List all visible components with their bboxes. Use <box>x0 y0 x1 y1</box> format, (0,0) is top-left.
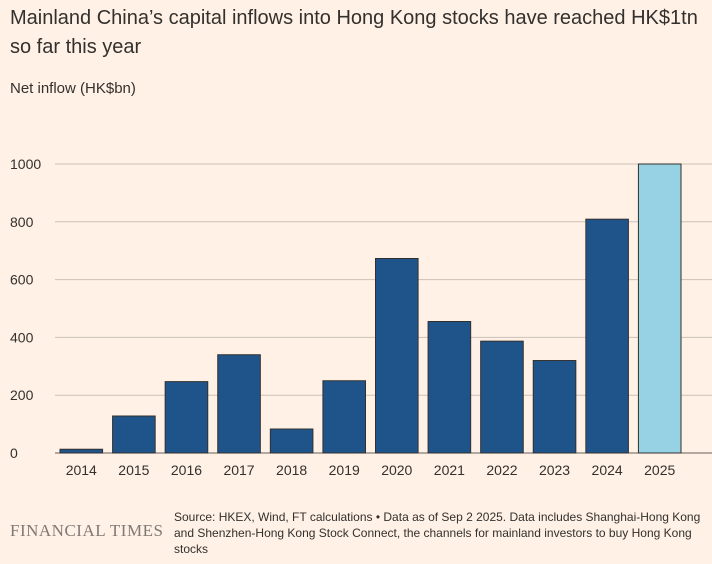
x-tick-label: 2024 <box>592 462 623 478</box>
x-tick-label: 2017 <box>223 462 254 478</box>
x-tick-label: 2025 <box>644 462 675 478</box>
x-tick-label: 2015 <box>118 462 149 478</box>
bar-2022 <box>480 340 524 454</box>
x-tick-label: 2019 <box>329 462 360 478</box>
y-tick-label: 200 <box>10 387 34 403</box>
bar-2020 <box>374 258 419 454</box>
y-tick-label: 800 <box>10 214 34 230</box>
bar-2025 <box>637 163 682 454</box>
bar-2014 <box>59 448 104 454</box>
x-tick-label: 2020 <box>381 462 412 478</box>
x-tick-label: 2014 <box>66 462 97 478</box>
x-tick-label: 2016 <box>171 462 202 478</box>
brand-logo: FINANCIAL TIMES <box>10 521 164 540</box>
y-tick-label: 1000 <box>10 156 41 172</box>
bar-2016 <box>164 381 209 454</box>
source-note: Source: HKEX, Wind, FT calculations • Da… <box>174 510 701 556</box>
bar-2023 <box>532 360 577 454</box>
bar-2015 <box>112 415 156 454</box>
y-axis-label: Net inflow (HK$bn) <box>10 80 136 97</box>
bars <box>59 163 682 454</box>
x-tick-label: 2021 <box>434 462 465 478</box>
bar-2021 <box>427 321 472 454</box>
bar-2018 <box>269 428 314 454</box>
bar-2019 <box>322 380 367 454</box>
y-tick-label: 400 <box>10 329 34 345</box>
y-tick-label: 0 <box>10 445 18 461</box>
bar-2024 <box>585 218 629 454</box>
bar-2017 <box>217 354 261 454</box>
x-tick-label: 2023 <box>539 462 570 478</box>
y-tick-label: 600 <box>10 272 34 288</box>
y-axis-ticks: 0 200 400 600 800 1000 <box>10 156 41 461</box>
x-tick-label: 2022 <box>486 462 517 478</box>
x-axis-ticks: 2014 2015 2016 2017 2018 2019 2020 2021 2022 2023… <box>66 462 676 478</box>
chart-title: Mainland China’s capital inflows into Ho… <box>10 7 698 58</box>
x-tick-label: 2018 <box>276 462 307 478</box>
